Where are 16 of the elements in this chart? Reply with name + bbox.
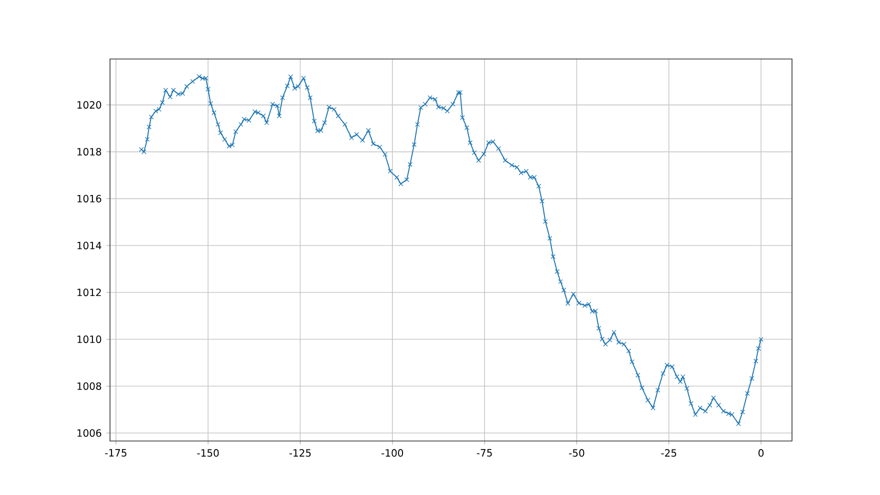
x-tick-label: 0	[758, 449, 764, 457]
x-tick-label: -25	[661, 449, 676, 457]
y-tick-label: 1014	[77, 242, 102, 250]
x-tick-label: -100	[382, 449, 404, 457]
x-tick-label: -150	[197, 449, 219, 457]
y-tick-label: 1010	[77, 335, 102, 344]
y-tick-label: 1020	[77, 101, 102, 109]
y-tick-label: 1008	[77, 382, 102, 390]
x-tick-label: -125	[289, 449, 311, 457]
y-tick-label: 1016	[77, 194, 102, 202]
y-tick-label: 1018	[77, 148, 102, 156]
x-tick-label: -50	[569, 449, 584, 457]
x-tick-label: -75	[476, 449, 492, 457]
x-tick-label: -175	[105, 449, 126, 457]
y-tick-label: 1006	[77, 429, 102, 437]
y-tick-label: 1012	[77, 288, 101, 296]
